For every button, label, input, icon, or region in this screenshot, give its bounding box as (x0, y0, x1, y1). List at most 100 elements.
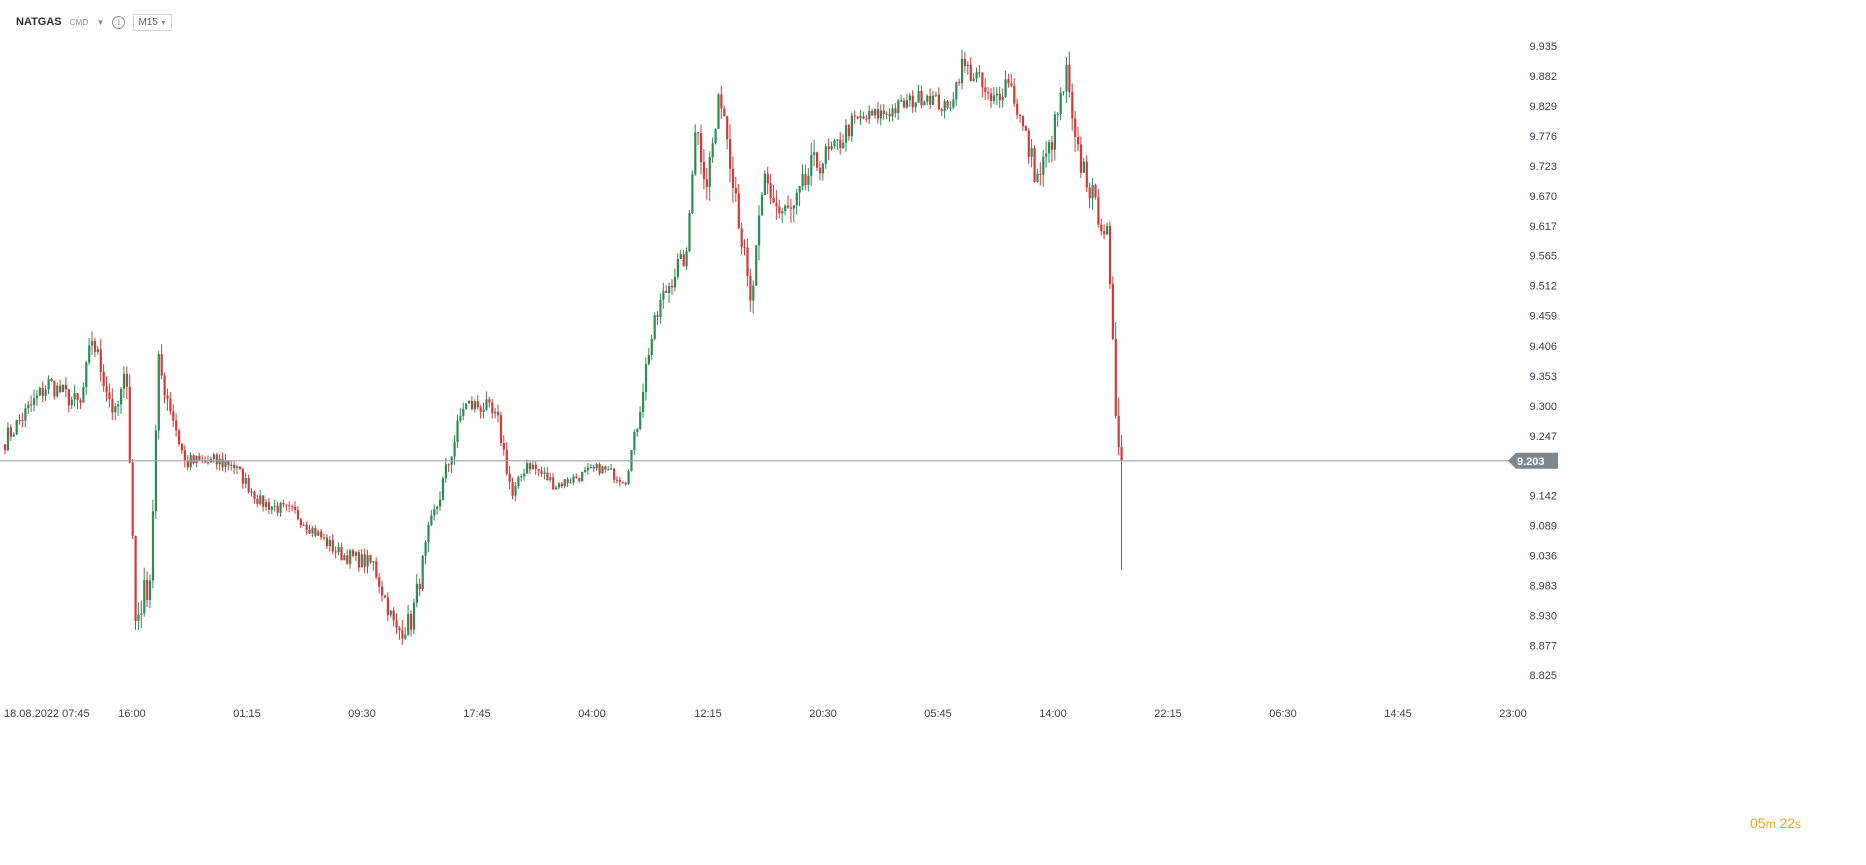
timeframe-selector[interactable]: M15 ▼ (133, 13, 172, 31)
candle (758, 205, 761, 261)
candle (465, 403, 468, 410)
candle (488, 396, 491, 408)
candle (642, 383, 645, 419)
price-tick-label: 9.670 (1529, 191, 1557, 203)
time-tick-label: 01:15 (233, 708, 261, 720)
candle (218, 454, 221, 471)
candle (1010, 73, 1013, 88)
candle (154, 424, 157, 519)
info-icon[interactable]: i (112, 15, 126, 29)
candle (99, 339, 102, 382)
time-tick-label: 12:15 (694, 708, 722, 720)
candle (479, 405, 482, 419)
candle (424, 540, 427, 565)
candle (270, 506, 273, 515)
candle (189, 452, 192, 471)
candle (795, 188, 798, 215)
candle (430, 509, 433, 527)
candle (4, 444, 7, 455)
candle (9, 424, 12, 441)
candle (566, 477, 569, 488)
candle (35, 389, 39, 406)
candle (624, 481, 627, 487)
candle (169, 392, 172, 415)
candle (192, 454, 195, 465)
candle (520, 473, 523, 482)
candle (1071, 83, 1074, 131)
candle (700, 124, 703, 175)
candle (653, 312, 656, 341)
candle (604, 465, 607, 473)
candle (41, 381, 44, 402)
candle (1103, 224, 1106, 240)
candle (514, 482, 517, 502)
candle (526, 459, 529, 474)
candle (992, 87, 996, 105)
candle (862, 111, 865, 120)
candle (412, 598, 416, 635)
candle (961, 49, 964, 90)
candle (572, 474, 575, 486)
candle (778, 199, 781, 219)
time-tick-label: 14:45 (1384, 708, 1412, 720)
candle (607, 466, 610, 471)
time-tick-label: 09:30 (348, 708, 376, 720)
candle (349, 548, 352, 569)
candle (613, 468, 616, 484)
candle (224, 453, 227, 473)
price-axis: 9.935 9.882 9.829 9.776 9.723 9.670 9.617 9.565… (1529, 41, 1557, 682)
candle (494, 408, 497, 419)
candle (250, 488, 253, 497)
candle (723, 105, 726, 117)
candle (24, 403, 27, 428)
candle (665, 285, 668, 293)
candle (1068, 51, 1071, 98)
candle (96, 345, 99, 355)
price-tick-label: 9.882 (1529, 71, 1557, 83)
candle (334, 546, 337, 559)
candle (952, 92, 955, 110)
candle (340, 542, 343, 561)
price-tick-label: 9.776 (1529, 131, 1557, 143)
candle (1100, 218, 1103, 236)
candle (108, 383, 111, 408)
price-tick-label: 8.930 (1529, 611, 1557, 623)
candle (1062, 91, 1065, 96)
candle (850, 112, 853, 143)
candle (810, 142, 813, 187)
candle (1007, 73, 1010, 88)
candle (644, 357, 648, 401)
chevron-down-icon[interactable]: ▼ (96, 17, 105, 27)
candle (221, 452, 224, 472)
candle (53, 380, 56, 400)
candle (476, 395, 479, 410)
candle (265, 499, 268, 511)
candle (357, 549, 360, 572)
current-price-tag (1508, 452, 1558, 469)
candle (30, 395, 33, 413)
candle (1108, 221, 1112, 290)
candle (18, 414, 21, 425)
candle (1117, 397, 1120, 456)
candle (328, 536, 331, 552)
candle (247, 474, 250, 494)
candle (714, 128, 717, 145)
candle (33, 389, 36, 412)
candle (38, 386, 41, 397)
candle (737, 183, 740, 230)
candle (389, 609, 392, 618)
price-tick-label: 9.723 (1529, 161, 1557, 173)
candle (813, 140, 816, 167)
instrument-symbol[interactable]: NATGAS (16, 16, 62, 28)
candle (183, 445, 186, 468)
candle (734, 176, 737, 202)
candle (85, 360, 88, 395)
candle (125, 366, 128, 400)
candle (934, 91, 938, 98)
candle (615, 476, 619, 484)
candle (546, 466, 549, 481)
candle (940, 107, 943, 117)
candle (444, 457, 447, 483)
current-price-line: 9.203 (0, 452, 1558, 469)
